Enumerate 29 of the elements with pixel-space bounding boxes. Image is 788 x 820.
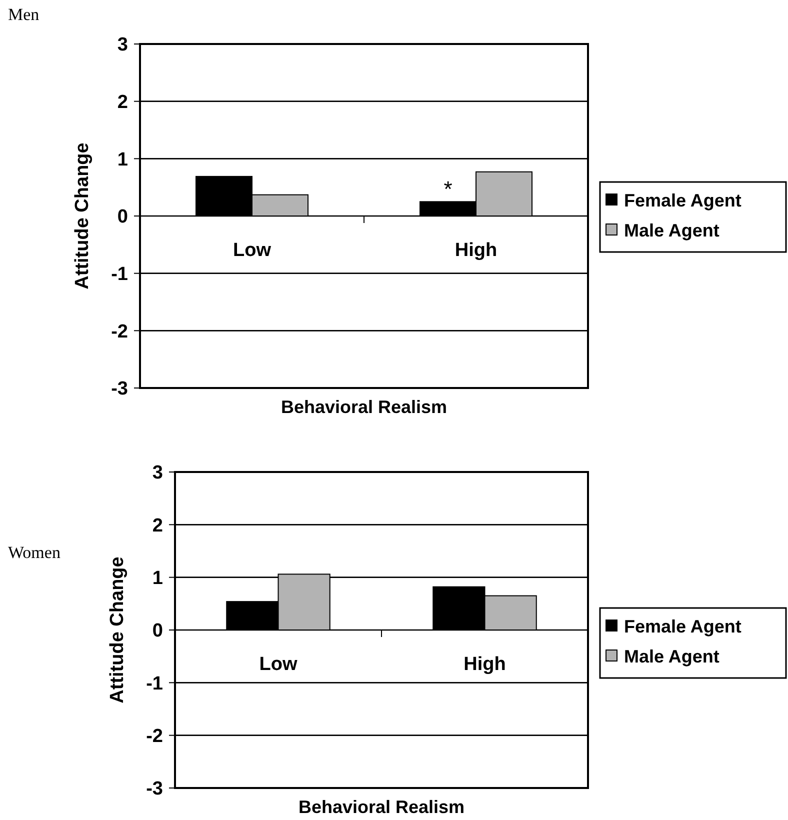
y-tick-label: -3 [111, 378, 128, 400]
y-tick-label: -1 [146, 673, 164, 694]
y-tick-label: 1 [152, 568, 164, 589]
y-tick-label: 3 [152, 462, 163, 484]
x-tick-label: Low [233, 240, 272, 261]
y-tick-label: 1 [117, 149, 128, 170]
y-tick-label: -3 [146, 778, 163, 800]
y-axis-title: Attitude Change [72, 142, 93, 290]
x-tick-label: Low [259, 654, 298, 675]
annotation: * [444, 176, 453, 202]
y-tick-label: 3 [117, 34, 128, 56]
y-tick-label: 0 [152, 620, 163, 642]
legend-label: Female Agent [624, 616, 742, 636]
x-axis-title: Behavioral Realism [298, 797, 465, 817]
x-tick-label: High [464, 654, 506, 675]
legend-label: Female Agent [624, 190, 742, 210]
x-tick-label: High [454, 240, 498, 261]
y-tick-label: -2 [146, 726, 163, 747]
y-axis-title: Attitude Change [107, 556, 128, 704]
y-tick-label: 2 [117, 92, 128, 113]
text: Women [8, 543, 61, 562]
y-tick-label: -2 [111, 321, 128, 342]
y-tick-label: 0 [117, 206, 128, 228]
x-axis-title: Behavioral Realism [280, 397, 448, 417]
y-tick-label: -1 [111, 264, 128, 285]
legend-label: Male Agent [624, 646, 720, 666]
chart-title: Men [8, 5, 40, 24]
legend-label: Male Agent [624, 220, 720, 240]
y-tick-label: 2 [152, 515, 163, 536]
